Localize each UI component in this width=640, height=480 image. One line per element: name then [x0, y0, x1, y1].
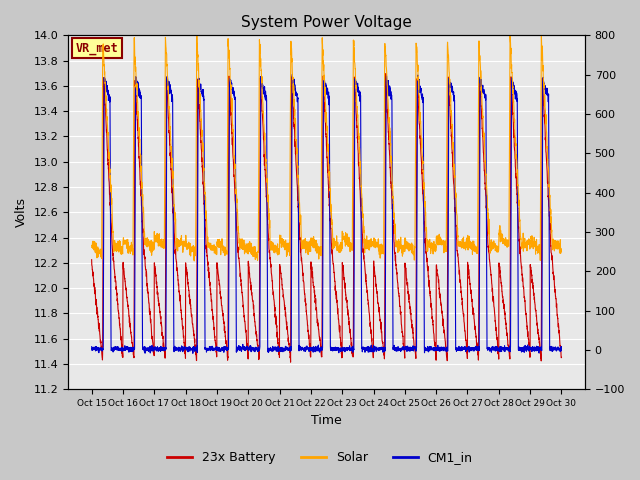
Legend: 23x Battery, Solar, CM1_in: 23x Battery, Solar, CM1_in — [163, 446, 477, 469]
Y-axis label: Volts: Volts — [15, 197, 28, 228]
Title: System Power Voltage: System Power Voltage — [241, 15, 412, 30]
X-axis label: Time: Time — [311, 414, 342, 427]
Text: VR_met: VR_met — [76, 42, 118, 55]
